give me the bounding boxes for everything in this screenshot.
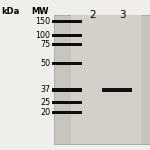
Text: 100: 100 xyxy=(35,31,50,40)
Text: 37: 37 xyxy=(40,85,50,94)
Text: 3: 3 xyxy=(119,10,126,20)
Text: 25: 25 xyxy=(40,98,50,107)
Text: MW: MW xyxy=(32,7,49,16)
Text: 75: 75 xyxy=(40,40,50,49)
Bar xyxy=(52,20,82,23)
Text: 150: 150 xyxy=(35,17,50,26)
Text: kDa: kDa xyxy=(2,7,20,16)
Bar xyxy=(54,15,150,144)
Text: 50: 50 xyxy=(40,59,50,68)
Bar xyxy=(102,88,132,92)
Bar xyxy=(52,34,82,37)
Bar xyxy=(52,101,82,104)
Bar xyxy=(52,62,82,65)
Bar xyxy=(52,88,82,92)
Bar xyxy=(52,43,82,46)
Bar xyxy=(101,15,141,144)
Text: 2: 2 xyxy=(90,10,96,20)
Bar xyxy=(71,15,112,144)
Text: 20: 20 xyxy=(40,108,50,117)
Bar xyxy=(52,111,82,114)
